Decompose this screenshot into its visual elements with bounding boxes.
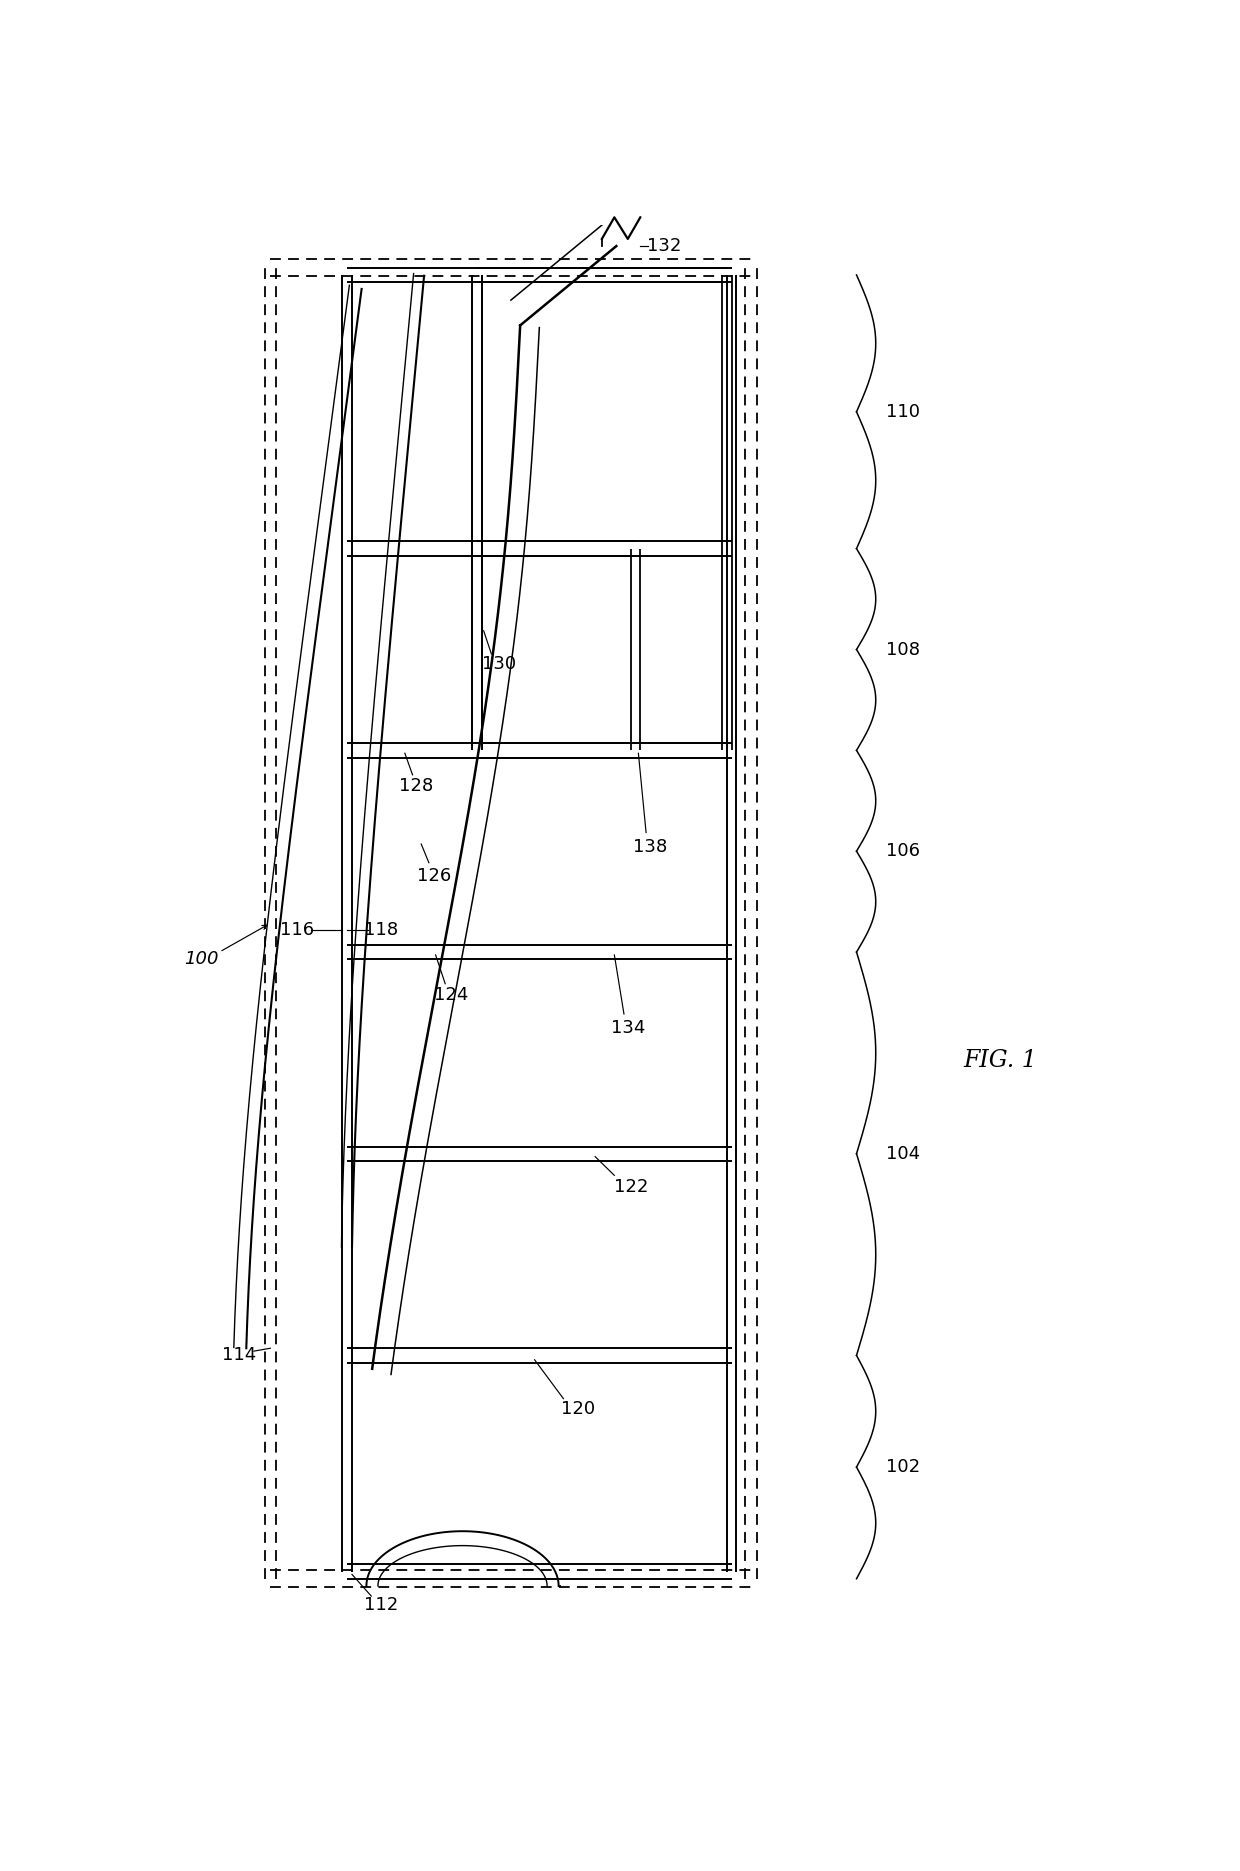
Text: 132: 132 xyxy=(647,238,682,254)
Text: 126: 126 xyxy=(417,866,451,885)
Text: 104: 104 xyxy=(885,1145,920,1162)
Text: 112: 112 xyxy=(363,1596,398,1613)
Text: 102: 102 xyxy=(885,1458,920,1476)
Text: 138: 138 xyxy=(632,838,667,855)
Text: 128: 128 xyxy=(399,776,434,795)
Text: 108: 108 xyxy=(885,640,920,659)
Text: 106: 106 xyxy=(885,842,920,861)
Text: 116: 116 xyxy=(280,921,314,939)
Text: 118: 118 xyxy=(363,921,398,939)
Text: 134: 134 xyxy=(610,1020,645,1037)
Text: 124: 124 xyxy=(434,986,469,1005)
Text: 120: 120 xyxy=(560,1400,595,1418)
Text: 122: 122 xyxy=(614,1179,647,1196)
Text: FIG. 1: FIG. 1 xyxy=(963,1048,1038,1072)
Text: 100: 100 xyxy=(184,950,218,969)
Text: 110: 110 xyxy=(885,402,920,421)
Text: 130: 130 xyxy=(482,655,516,674)
Text: 114: 114 xyxy=(222,1347,257,1364)
